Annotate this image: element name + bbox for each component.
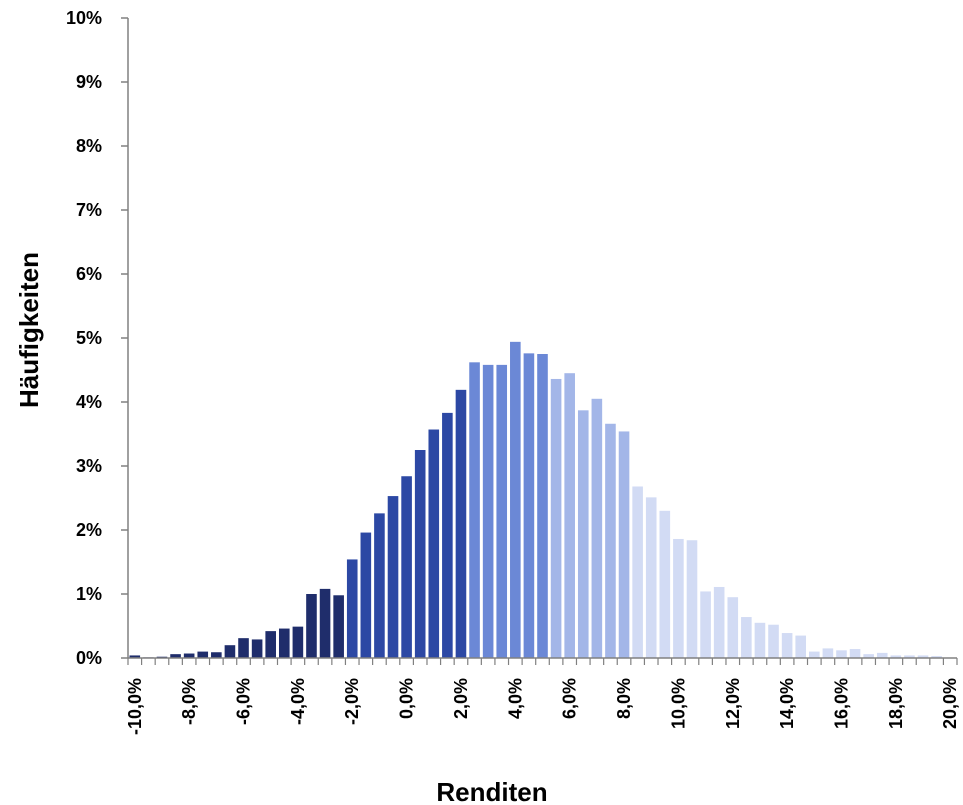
y-tick-label: 0% — [76, 648, 102, 668]
histogram-bar — [183, 653, 195, 658]
histogram-bar — [346, 559, 358, 658]
histogram-bar — [197, 651, 209, 658]
histogram-bar — [863, 654, 874, 658]
x-tick-label: 6,0% — [560, 678, 580, 719]
histogram-bar — [374, 513, 385, 658]
histogram-bar — [618, 431, 630, 658]
y-tick-label: 5% — [76, 328, 102, 348]
histogram-bar — [713, 586, 725, 658]
y-tick-label: 8% — [76, 136, 102, 156]
histogram-bar — [292, 626, 304, 658]
x-tick-label: -10,0% — [125, 678, 145, 735]
histogram-bar — [306, 594, 317, 658]
histogram-bar — [211, 652, 222, 658]
histogram-bar — [727, 597, 739, 658]
histogram-bar — [577, 410, 589, 658]
histogram-bar — [360, 532, 372, 658]
y-tick-label: 3% — [76, 456, 102, 476]
histogram-bar — [849, 649, 861, 658]
histogram-bar — [414, 450, 426, 658]
histogram-bar — [455, 389, 467, 658]
histogram-bar — [904, 655, 915, 658]
y-tick-label: 1% — [76, 584, 102, 604]
histogram-bar — [917, 655, 929, 658]
histogram-bar — [401, 476, 412, 658]
histogram-bar — [510, 341, 521, 658]
histogram-bar — [768, 624, 779, 658]
x-tick-label: 4,0% — [505, 678, 525, 719]
histogram-bar — [754, 622, 766, 658]
x-axis-title: Renditen — [436, 777, 547, 805]
x-tick-label: 10,0% — [668, 678, 688, 729]
histogram-bar — [496, 364, 508, 658]
x-axis: -10,0% -8,0% -6,0% -4,0% -2,0% 0,0% 2,0% 4,0% 6,… — [125, 657, 960, 735]
histogram-bar — [224, 645, 236, 658]
y-axis: 0% 1% 2% 3% 4% 5% 6% 7% 8% 9% 10% — [66, 8, 129, 668]
histogram-bar — [591, 398, 603, 658]
histogram-bar — [659, 510, 671, 658]
x-tick-label: 8,0% — [614, 678, 634, 719]
x-tick-label: -4,0% — [288, 678, 308, 725]
histogram-bar — [482, 364, 494, 658]
histogram-bar — [469, 362, 480, 658]
histogram-bar — [632, 486, 643, 658]
bars-group — [129, 341, 942, 658]
histogram-bar — [673, 538, 684, 658]
histogram-bar — [387, 496, 399, 658]
y-tick-label: 7% — [76, 200, 102, 220]
histogram-bar — [278, 628, 290, 658]
x-tick-label: 16,0% — [831, 678, 851, 729]
y-tick-label: 6% — [76, 264, 102, 284]
histogram-bar — [605, 423, 616, 658]
x-tick-label: 2,0% — [451, 678, 471, 719]
histogram-bar — [170, 654, 181, 658]
x-tick-label: -8,0% — [179, 678, 199, 725]
x-tick-label: 12,0% — [723, 678, 743, 729]
histogram-bar — [700, 591, 711, 658]
histogram-bar — [809, 651, 820, 658]
x-tick-label: 20,0% — [940, 678, 960, 729]
y-tick-label: 2% — [76, 520, 102, 540]
histogram-bar — [238, 638, 249, 658]
histogram-bar — [564, 373, 575, 658]
y-axis-title: Häufigkeiten — [14, 252, 44, 408]
histogram-bar — [537, 354, 548, 658]
histogram-bar — [251, 639, 263, 658]
histogram-bar — [442, 412, 453, 658]
histogram-bar — [333, 595, 344, 658]
y-tick-label: 4% — [76, 392, 102, 412]
histogram-bar — [795, 635, 807, 658]
histogram-bar — [836, 650, 847, 658]
histogram-bar — [129, 655, 141, 658]
histogram-bar — [523, 353, 535, 658]
histogram-bar — [931, 656, 942, 658]
histogram-bar — [550, 378, 562, 658]
x-tick-label: 18,0% — [886, 678, 906, 729]
histogram-bar — [645, 497, 657, 658]
x-tick-label: 14,0% — [777, 678, 797, 729]
y-tick-label: 10% — [66, 8, 102, 28]
x-tick-label: 0,0% — [397, 678, 417, 719]
x-tick-label: -2,0% — [342, 678, 362, 725]
histogram-bar — [741, 617, 752, 658]
histogram-bar — [265, 631, 276, 658]
histogram-bar — [822, 648, 834, 658]
histogram-bar — [428, 429, 440, 658]
x-tick-label: -6,0% — [234, 678, 254, 725]
histogram-bar — [319, 588, 331, 658]
histogram-bar — [890, 655, 902, 658]
histogram-bar — [781, 633, 793, 658]
y-tick-label: 9% — [76, 72, 102, 92]
histogram-bar — [876, 652, 888, 658]
histogram-bar — [686, 540, 698, 658]
